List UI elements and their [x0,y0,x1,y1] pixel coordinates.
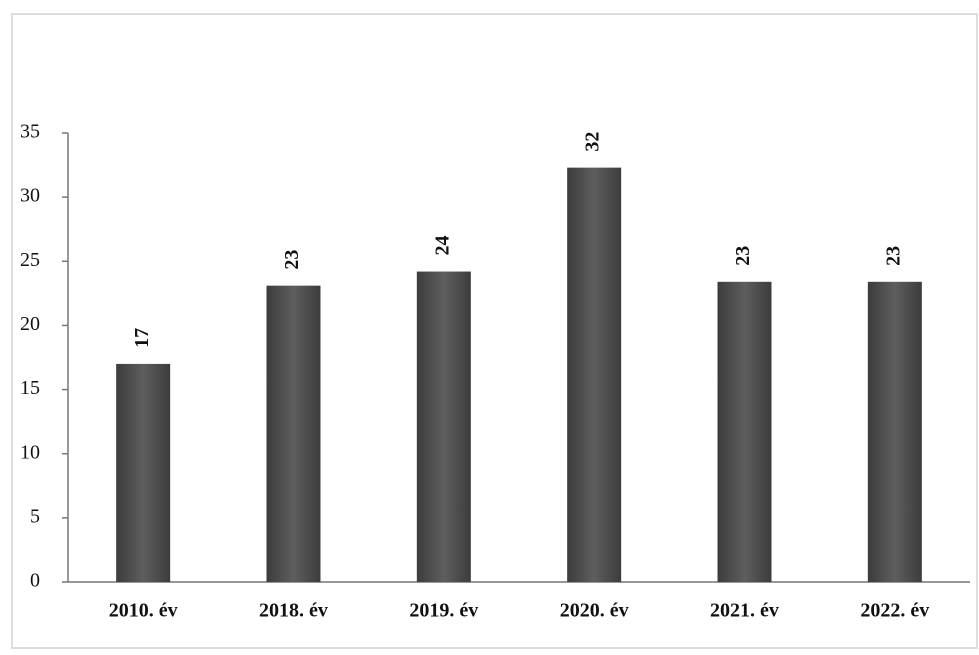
value-label: 32 [582,132,604,152]
x-tick-label: 2019. év [409,600,478,622]
bar [116,363,171,582]
chart-frame [11,13,978,649]
y-tick-label: 30 [20,185,40,207]
y-tick-label: 35 [20,121,40,143]
value-label: 23 [281,250,303,270]
bar [416,271,471,582]
y-tick-label: 0 [30,570,40,592]
bar [867,281,922,582]
y-tick-label: 10 [20,441,40,463]
bar [717,281,772,582]
x-tick-label: 2010. év [109,600,178,622]
y-tick-label: 5 [30,505,40,527]
y-tick-label: 25 [20,249,40,271]
value-label: 23 [732,246,754,266]
value-label: 24 [431,236,453,256]
value-label: 17 [131,328,153,348]
y-tick-label: 15 [20,377,40,399]
x-tick-label: 2021. év [710,600,779,622]
x-tick-label: 2022. év [860,600,929,622]
x-tick-label: 2020. év [560,600,629,622]
bar [266,285,321,582]
value-label: 23 [882,246,904,266]
y-tick-label: 20 [20,313,40,335]
x-tick-label: 2018. év [259,600,328,622]
bar [567,167,622,582]
